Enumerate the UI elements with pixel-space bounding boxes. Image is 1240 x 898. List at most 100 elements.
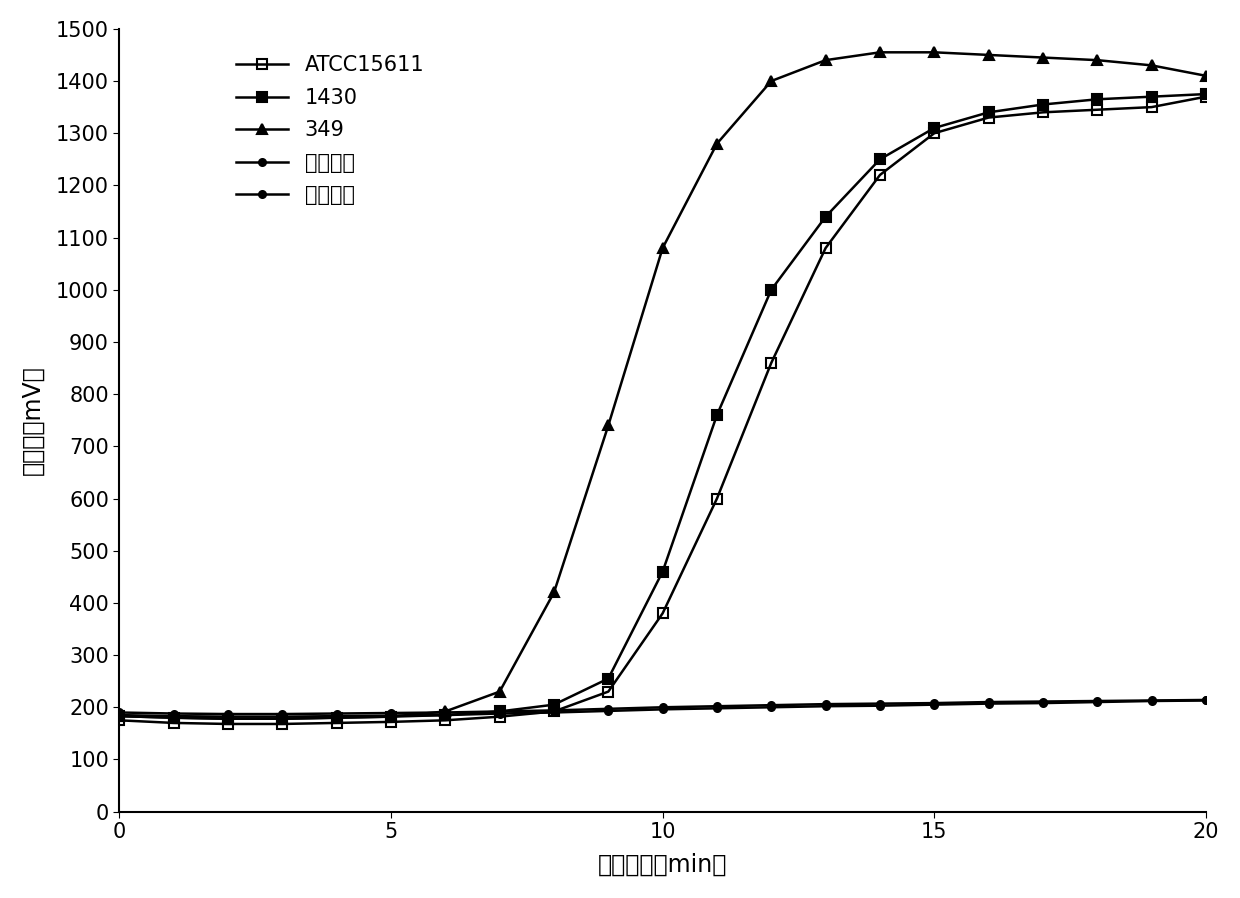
1430 <box>655 567 670 577</box>
1430 <box>709 409 724 420</box>
349 <box>1199 70 1214 81</box>
志贺氏菌 <box>601 703 616 714</box>
1430 <box>1035 99 1050 110</box>
志贺氏菌 <box>275 709 290 719</box>
ATCC15611 <box>764 357 779 368</box>
1430 <box>818 211 833 222</box>
349 <box>764 75 779 86</box>
ATCC15611 <box>112 715 126 726</box>
大肠杆菌 <box>383 710 398 721</box>
大肠杆菌 <box>873 700 888 711</box>
349 <box>1090 55 1105 66</box>
Y-axis label: 荧光値（mV）: 荧光値（mV） <box>21 365 45 475</box>
ATCC15611 <box>818 242 833 253</box>
1430 <box>438 709 453 720</box>
大肠杆菌 <box>112 709 126 720</box>
ATCC15611 <box>330 718 345 728</box>
Line: 349: 349 <box>114 48 1210 724</box>
志贺氏菌 <box>709 700 724 711</box>
志贺氏菌 <box>330 709 345 719</box>
志贺氏菌 <box>492 706 507 717</box>
1430 <box>1145 92 1159 102</box>
大肠杆菌 <box>221 711 236 722</box>
大肠杆菌 <box>818 700 833 711</box>
ATCC15611 <box>981 112 996 123</box>
志贺氏菌 <box>1145 695 1159 706</box>
349 <box>601 420 616 431</box>
ATCC15611 <box>1145 101 1159 112</box>
大肠杆菌 <box>655 704 670 715</box>
志贺氏菌 <box>383 708 398 718</box>
349 <box>1145 60 1159 71</box>
349 <box>709 138 724 149</box>
X-axis label: 反应时间（min）: 反应时间（min） <box>598 853 728 877</box>
志贺氏菌 <box>112 707 126 718</box>
349 <box>275 713 290 724</box>
志贺氏菌 <box>981 697 996 708</box>
ATCC15611 <box>873 170 888 180</box>
大肠杆菌 <box>438 709 453 720</box>
志贺氏菌 <box>873 699 888 709</box>
1430 <box>873 154 888 164</box>
大肠杆菌 <box>1145 696 1159 707</box>
ATCC15611 <box>926 128 941 138</box>
1430 <box>112 710 126 721</box>
Line: 1430: 1430 <box>114 89 1210 724</box>
349 <box>166 712 181 723</box>
349 <box>492 686 507 697</box>
志贺氏菌 <box>1199 694 1214 705</box>
志贺氏菌 <box>438 707 453 718</box>
大肠杆菌 <box>1035 698 1050 709</box>
大肠杆菌 <box>709 703 724 714</box>
大肠杆菌 <box>275 711 290 722</box>
349 <box>926 47 941 57</box>
ATCC15611 <box>166 718 181 728</box>
349 <box>112 710 126 721</box>
ATCC15611 <box>492 711 507 722</box>
ATCC15611 <box>709 493 724 504</box>
大肠杆菌 <box>330 710 345 721</box>
ATCC15611 <box>1035 107 1050 118</box>
1430 <box>1090 94 1105 105</box>
1430 <box>330 712 345 723</box>
Legend: ATCC15611, 1430, 349, 大肠杆菌, 志贺氏菌: ATCC15611, 1430, 349, 大肠杆菌, 志贺氏菌 <box>228 47 433 214</box>
1430 <box>1199 89 1214 100</box>
349 <box>1035 52 1050 63</box>
大肠杆菌 <box>166 710 181 721</box>
1430 <box>221 713 236 724</box>
1430 <box>764 285 779 295</box>
大肠杆菌 <box>981 699 996 709</box>
ATCC15611 <box>655 608 670 619</box>
大肠杆菌 <box>764 702 779 713</box>
ATCC15611 <box>1090 104 1105 115</box>
志贺氏菌 <box>818 699 833 709</box>
大肠杆菌 <box>926 700 941 710</box>
349 <box>981 49 996 60</box>
1430 <box>981 107 996 118</box>
大肠杆菌 <box>547 707 562 718</box>
Line: 志贺氏菌: 志贺氏菌 <box>115 697 1209 718</box>
1430 <box>926 123 941 134</box>
1430 <box>492 706 507 717</box>
1430 <box>547 700 562 710</box>
ATCC15611 <box>221 718 236 729</box>
349 <box>330 712 345 723</box>
ATCC15611 <box>275 718 290 729</box>
志贺氏菌 <box>221 709 236 719</box>
志贺氏菌 <box>1090 696 1105 707</box>
349 <box>221 713 236 724</box>
349 <box>383 711 398 722</box>
ATCC15611 <box>383 717 398 727</box>
Line: 大肠杆菌: 大肠杆菌 <box>115 697 1209 720</box>
ATCC15611 <box>547 706 562 717</box>
349 <box>547 587 562 598</box>
ATCC15611 <box>438 715 453 726</box>
1430 <box>601 674 616 684</box>
志贺氏菌 <box>1035 696 1050 707</box>
349 <box>438 706 453 717</box>
ATCC15611 <box>601 686 616 697</box>
志贺氏菌 <box>655 702 670 713</box>
Line: ATCC15611: ATCC15611 <box>114 92 1210 729</box>
大肠杆菌 <box>1199 695 1214 706</box>
349 <box>818 55 833 66</box>
